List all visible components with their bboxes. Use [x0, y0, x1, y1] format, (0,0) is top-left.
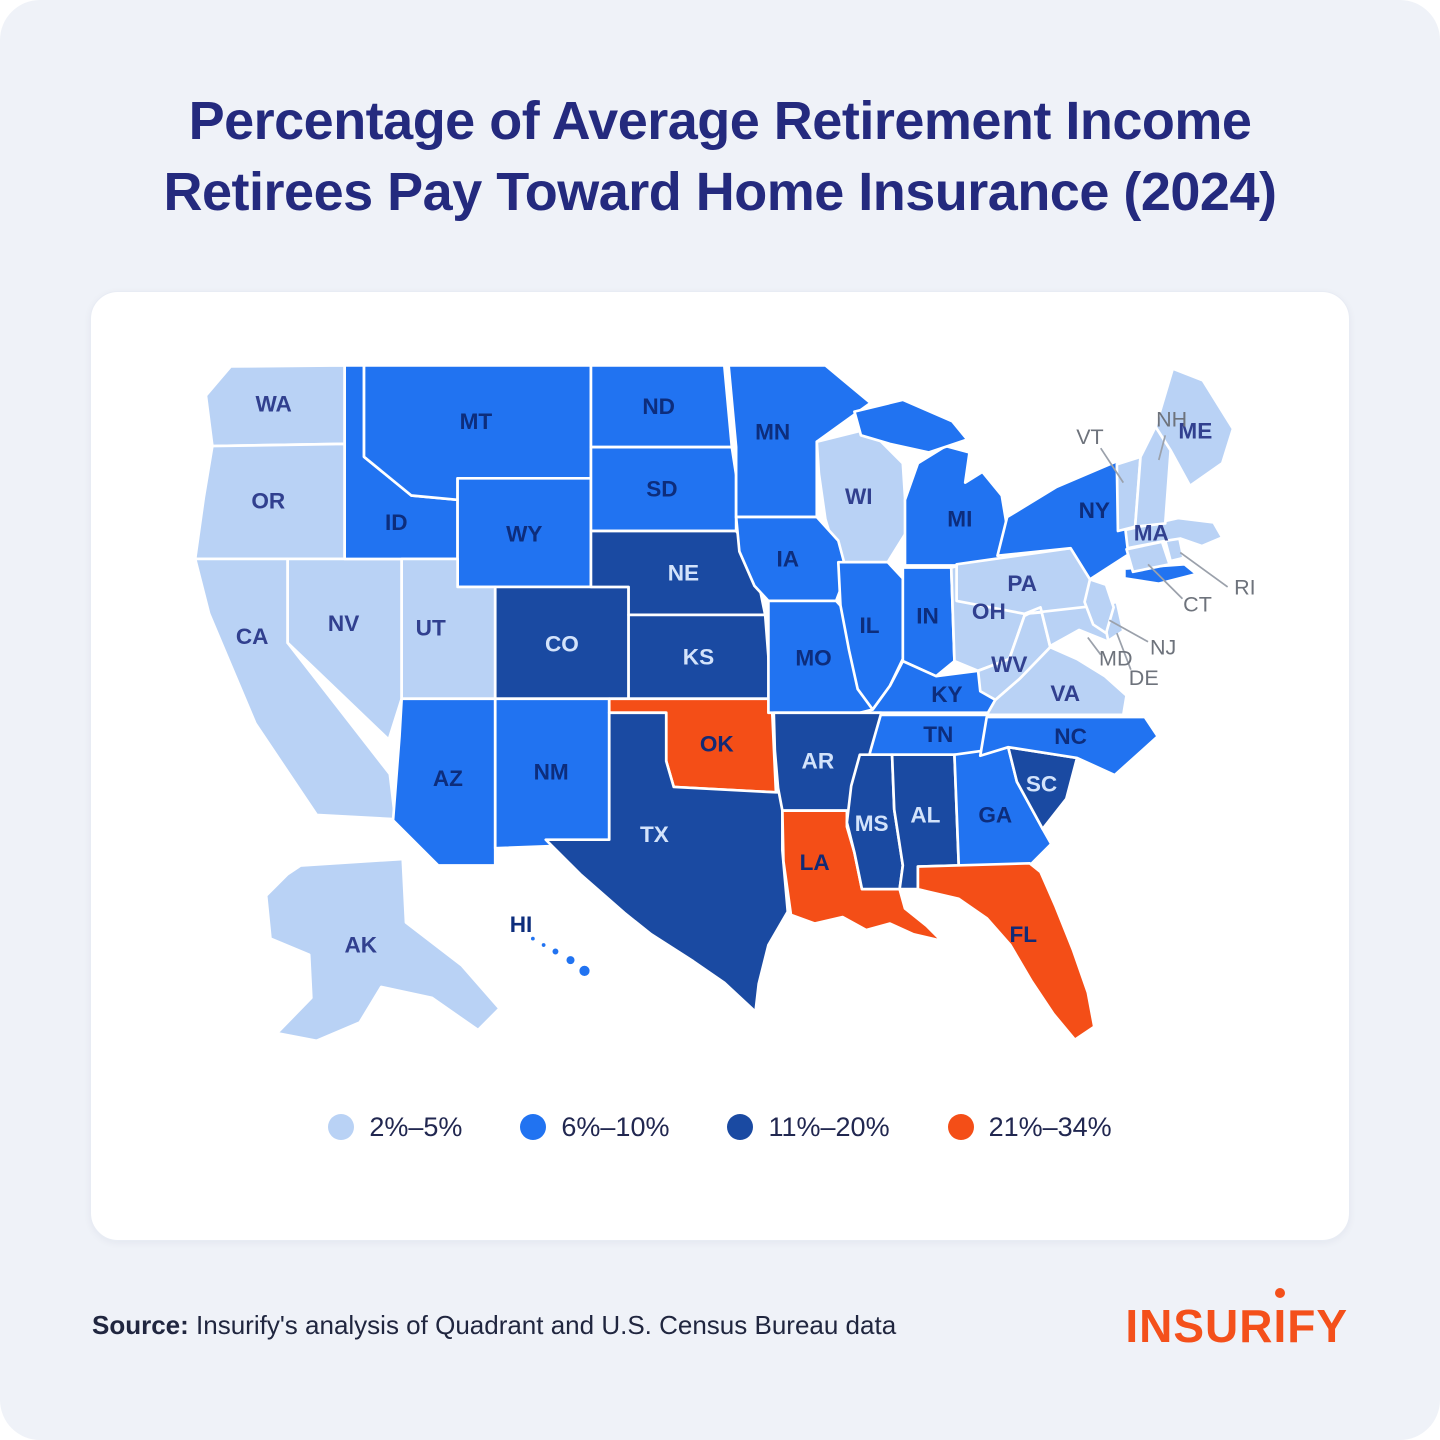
logo-i-dot: I: [1273, 1299, 1288, 1352]
label-wi: WI: [845, 484, 873, 509]
legend-label: 21%–34%: [988, 1111, 1112, 1142]
label-co: CO: [545, 631, 579, 656]
logo-text-1: INSUR: [1125, 1299, 1274, 1352]
label-in: IN: [916, 603, 939, 628]
legend-item-2-5: 2%–5%: [328, 1112, 462, 1143]
legend-item-21-34: 21%–34%: [947, 1111, 1112, 1143]
label-ma: MA: [1134, 520, 1169, 545]
label-tx: TX: [640, 821, 669, 846]
label-nh: NH: [1156, 407, 1187, 431]
label-sd: SD: [646, 476, 677, 501]
label-fl: FL: [1009, 921, 1037, 946]
label-il: IL: [859, 613, 879, 638]
label-ga: GA: [978, 802, 1012, 827]
state-fl: [916, 861, 1096, 1041]
map-card: WA OR CA NV ID MT WY UT CO AZ NM ND SD N…: [90, 290, 1350, 1241]
label-me: ME: [1178, 418, 1212, 443]
title-line-1: Percentage of Average Retirement Income: [188, 91, 1252, 151]
legend-label: 11%–20%: [768, 1111, 890, 1142]
legend-label: 6%–10%: [561, 1111, 670, 1142]
source-line: Source: Insurify's analysis of Quadrant …: [92, 1310, 896, 1341]
label-ks: KS: [683, 644, 714, 669]
logo-text-2: FY: [1287, 1299, 1348, 1352]
state-hi: [528, 933, 593, 979]
label-nj: NJ: [1150, 635, 1176, 659]
label-wv: WV: [991, 651, 1027, 676]
label-mn: MN: [755, 419, 790, 444]
label-ok: OK: [700, 731, 735, 756]
label-id: ID: [385, 509, 408, 534]
label-nd: ND: [642, 393, 675, 418]
legend-item-6-10: 6%–10%: [520, 1112, 669, 1143]
label-ky: KY: [931, 682, 962, 707]
leader-lines: [1087, 434, 1229, 670]
legend-dot-orange: [947, 1114, 974, 1141]
legend-item-11-20: 11%–20%: [727, 1111, 890, 1143]
footer: Source: Insurify's analysis of Quadrant …: [92, 1299, 1348, 1353]
label-vt: VT: [1076, 424, 1103, 448]
label-mo: MO: [795, 645, 831, 670]
legend-dot-blue: [520, 1114, 547, 1141]
label-ri: RI: [1234, 575, 1256, 599]
label-nc: NC: [1054, 723, 1087, 748]
page-title: Percentage of Average Retirement Income …: [60, 86, 1380, 229]
label-tn: TN: [923, 721, 953, 746]
label-ia: IA: [776, 546, 799, 571]
label-or: OR: [251, 488, 285, 513]
state-labels: WA OR CA NV ID MT WY UT CO AZ NM ND SD N…: [236, 391, 1256, 957]
state-mi-upper: [853, 397, 969, 454]
label-ms: MS: [855, 811, 889, 836]
label-ut: UT: [416, 615, 446, 640]
legend-dot-dark-blue: [727, 1114, 754, 1141]
label-de: DE: [1129, 665, 1159, 689]
title-line-2: Retirees Pay Toward Home Insurance (2024…: [163, 162, 1277, 223]
state-tx: [544, 710, 790, 1013]
state-nj: [1083, 577, 1115, 635]
state-mn: [727, 363, 872, 518]
label-ny: NY: [1079, 498, 1110, 523]
source-prefix: Source:: [92, 1310, 189, 1341]
state-ak: [264, 857, 501, 1042]
label-ne: NE: [668, 560, 699, 585]
insurify-logo: INSURIFY: [1125, 1299, 1348, 1353]
label-ct: CT: [1183, 592, 1212, 616]
label-nm: NM: [534, 759, 569, 784]
legend-dot-light-blue: [328, 1114, 355, 1141]
label-wa: WA: [255, 391, 291, 416]
legend: 2%–5% 6%–10% 11%–20% 21%–34%: [131, 1112, 1309, 1143]
label-al: AL: [910, 802, 940, 827]
label-hi: HI: [510, 912, 533, 937]
state-in: [901, 565, 956, 678]
state-me: [1154, 366, 1235, 487]
label-ak: AK: [344, 932, 377, 957]
label-ar: AR: [802, 748, 835, 773]
label-nv: NV: [328, 611, 359, 636]
label-mt: MT: [460, 408, 493, 433]
label-md: MD: [1099, 646, 1132, 670]
state-nc: [978, 715, 1160, 777]
label-la: LA: [800, 849, 830, 874]
label-va: VA: [1050, 680, 1080, 705]
label-sc: SC: [1026, 771, 1057, 796]
label-pa: PA: [1007, 571, 1037, 596]
source-text: Insurify's analysis of Quadrant and U.S.…: [188, 1310, 897, 1341]
label-oh: OH: [972, 599, 1006, 624]
legend-label: 2%–5%: [369, 1111, 463, 1142]
label-wy: WY: [506, 521, 542, 546]
label-mi: MI: [947, 506, 972, 531]
us-choropleth-map: WA OR CA NV ID MT WY UT CO AZ NM ND SD N…: [193, 363, 1256, 1042]
label-az: AZ: [433, 765, 463, 790]
label-ca: CA: [236, 623, 269, 648]
